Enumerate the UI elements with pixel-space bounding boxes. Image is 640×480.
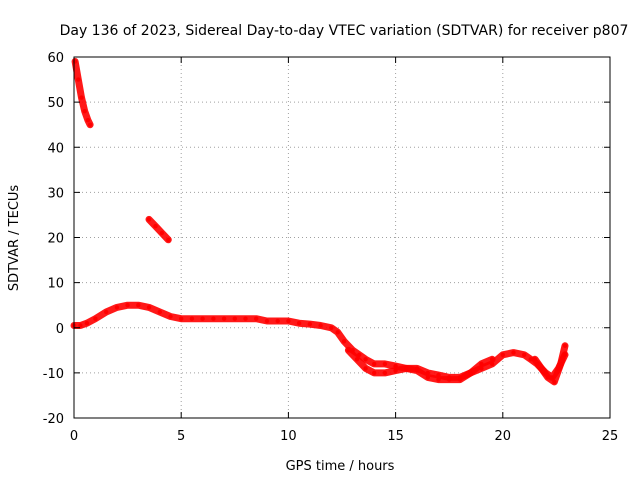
data-point [539,366,544,371]
data-point [372,361,377,367]
x-tick-label: 25 [602,429,619,444]
data-point [211,316,216,321]
data-point [146,217,152,222]
axis-ticks: 0 5 10 15 20 25 -20 -10 0 10 20 30 40 50 60 [43,51,619,444]
data-point [125,303,130,308]
series-arc-mid-high [145,215,172,244]
data-point [457,377,463,382]
data-point [114,305,120,310]
chart-title: Day 136 of 2023, Sidereal Day-to-day VTE… [60,23,629,39]
data-point [189,316,195,321]
data-point [329,325,334,330]
data-point [363,366,368,371]
data-point [341,339,347,344]
x-tick-label: 15 [387,429,404,444]
y-axis-label: SDTVAR / TECUs [7,185,22,292]
data-point [221,316,227,321]
data-point [136,303,141,308]
data-point [296,321,302,326]
data-point [372,370,377,376]
y-tick-label: 0 [56,322,64,337]
data-point [436,377,441,382]
data-point [159,230,165,236]
x-axis-label: GPS time / hours [286,459,395,474]
data-point [146,305,152,310]
data-point [363,357,368,362]
y-tick-label: 40 [47,141,64,156]
data-point [153,224,158,229]
data-point [500,352,505,357]
x-tick-label: 5 [177,429,185,444]
x-tick-label: 0 [70,429,78,444]
data-point [232,316,237,321]
data-point [264,318,270,324]
data-point [382,361,388,367]
data-point [200,316,205,321]
y-tick-label: 30 [47,186,64,201]
data-point [82,109,87,114]
data-point [84,321,90,326]
data-point [346,348,351,353]
data-point [275,318,280,324]
y-tick-label: 60 [47,51,64,66]
data-point [354,357,360,362]
data-point [489,357,495,362]
data-point [318,323,323,328]
data-point [104,309,109,315]
data-series [70,58,569,386]
y-tick-label: 20 [47,232,64,247]
x-tick-label: 20 [495,429,512,444]
data-point [243,316,248,321]
data-point [522,352,527,357]
y-tick-label: 10 [47,277,64,292]
data-point [404,366,409,371]
data-point [254,316,259,321]
data-point [76,77,81,82]
data-point [166,237,171,242]
y-tick-label: -20 [43,412,64,427]
x-tick-label: 10 [280,429,297,444]
data-point [447,377,452,382]
data-point [479,361,484,367]
data-point [168,314,173,319]
data-point [414,368,420,373]
data-point [335,330,340,335]
y-tick-label: 50 [47,96,64,111]
data-point [87,122,93,127]
data-point [79,95,84,100]
data-point [468,370,473,376]
data-point [157,309,162,315]
data-point [382,370,388,376]
data-point [93,316,98,321]
data-point [179,316,184,321]
data-point [562,343,568,348]
series-arc-early-high [71,58,94,129]
data-point [532,357,538,362]
data-point [85,118,91,123]
grid-lines [74,57,610,418]
data-point [393,368,398,373]
data-point [558,361,563,367]
series-main-trace [70,301,569,381]
data-point [307,321,312,327]
data-point [552,379,557,385]
data-point [286,318,291,324]
data-point [545,375,550,380]
data-point [425,375,430,380]
y-tick-label: -10 [43,367,64,382]
data-point [78,323,83,328]
data-point [511,350,516,355]
